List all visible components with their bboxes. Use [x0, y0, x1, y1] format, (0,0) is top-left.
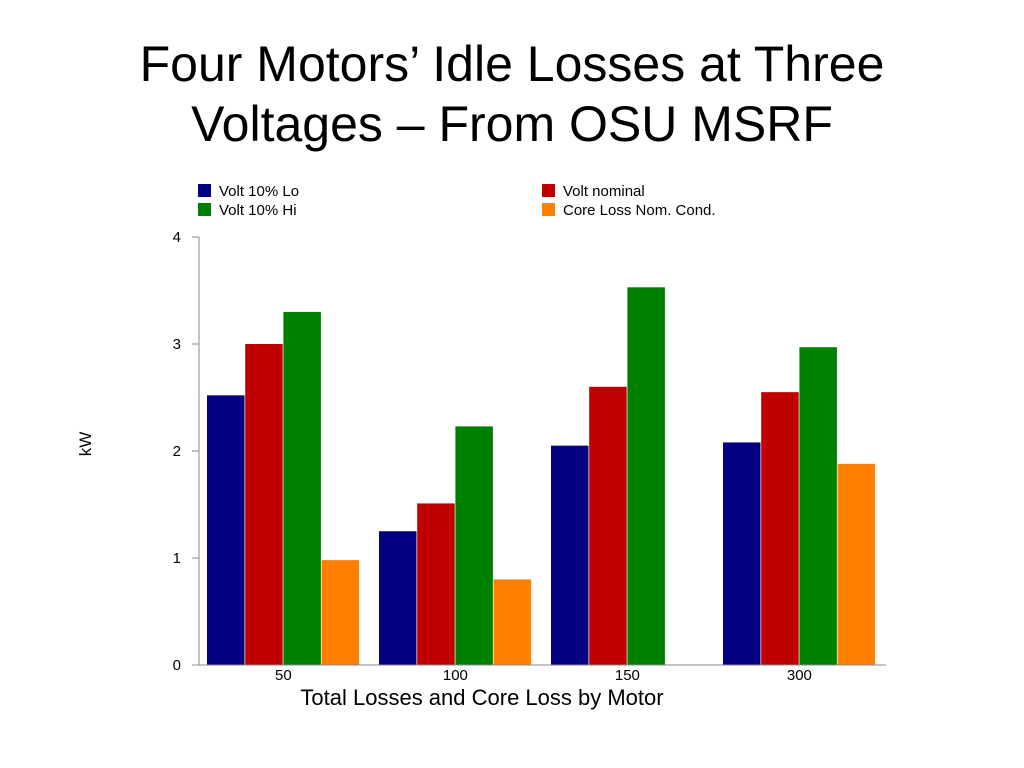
bar-volt-nominal-150 [589, 386, 627, 665]
legend-label: Core Loss Nom. Cond. [563, 202, 716, 219]
y-tick-label: 1 [173, 550, 181, 567]
bar-volt-nominal-300 [761, 392, 799, 665]
legend-swatch [198, 203, 211, 216]
bar-volt-10-hi-50 [283, 311, 321, 665]
bar-volt-10-lo-150 [551, 445, 589, 665]
legend-swatch [542, 203, 555, 216]
y-tick-label: 3 [173, 336, 181, 353]
bar-volt-10-hi-150 [627, 287, 665, 665]
legend-label: Volt 10% Hi [219, 202, 297, 219]
title-line-2: Voltages – From OSU MSRF [191, 96, 833, 152]
bar-volt-10-lo-50 [207, 395, 245, 665]
x-tick-label: 100 [443, 667, 468, 684]
legend-swatch [542, 184, 555, 197]
x-tick-label: 150 [615, 667, 640, 684]
x-axis-label: Total Losses and Core Loss by Motor [300, 685, 663, 710]
y-axis: 0 1 2 3 4 [173, 229, 200, 674]
y-tick-label: 0 [173, 657, 181, 674]
x-tick-label: 50 [275, 667, 292, 684]
bar-volt-10-hi-100 [455, 426, 493, 665]
legend-label: Volt 10% Lo [219, 183, 299, 200]
x-tick-label: 300 [787, 667, 812, 684]
legend-swatch [198, 184, 211, 197]
chart-legend: Volt 10% Lo Volt nominal Volt 10% Hi Core L… [198, 183, 716, 219]
bar-volt-nominal-100 [417, 503, 455, 665]
bar-core-loss-nom-cond-100 [493, 579, 532, 665]
y-tick-label: 2 [173, 443, 181, 460]
bar-volt-10-lo-300 [723, 442, 761, 665]
bar-volt-10-lo-100 [379, 531, 417, 665]
title-line-1: Four Motors’ Idle Losses at Three [139, 36, 885, 92]
bar-core-loss-nom-cond-300 [837, 463, 876, 665]
bars [207, 287, 876, 665]
x-axis: 50 100 150 300 [199, 664, 886, 684]
y-axis-label: kW [76, 432, 95, 457]
slide-title: Four Motors’ Idle Losses at Three Voltag… [0, 34, 1024, 154]
bar-volt-10-hi-300 [799, 347, 837, 665]
y-tick-label: 4 [173, 229, 181, 246]
bar-volt-nominal-50 [245, 344, 283, 665]
legend-label: Volt nominal [563, 183, 645, 200]
bar-core-loss-nom-cond-50 [321, 560, 360, 665]
